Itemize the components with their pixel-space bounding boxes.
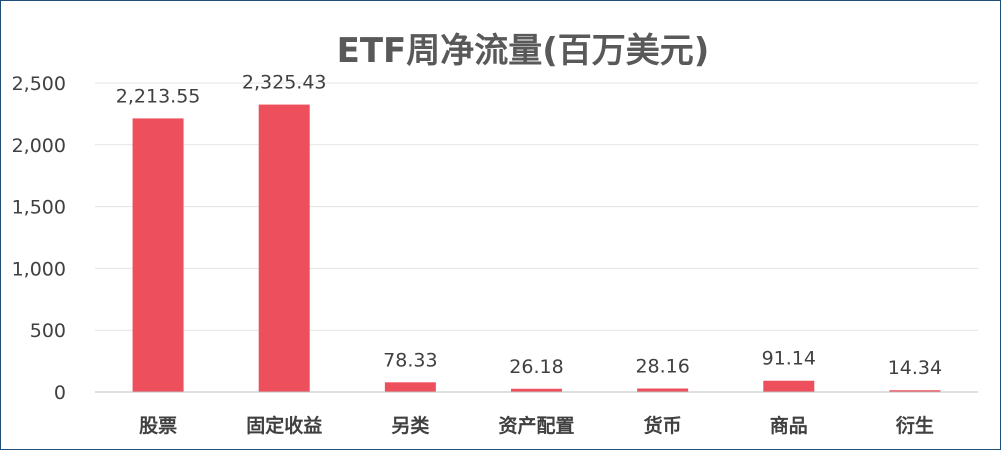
data-label: 2,325.43 [242,72,327,94]
bar [132,118,184,393]
y-tick-label: 500 [30,320,66,342]
y-tick-label: 1,500 [12,197,66,219]
x-tick-label: 固定收益 [246,414,322,437]
data-label: 78.33 [383,349,437,371]
y-tick-label: 1,000 [12,258,66,280]
data-labels: 2,213.55 2,325.43 78.33 26.18 28.16 91.14 14.3… [116,72,942,380]
y-axis-tick-labels: 0 500 1,000 1,500 2,000 2,500 [12,73,66,404]
data-label: 26.18 [509,356,563,378]
bar [889,390,941,392]
data-label: 2,213.55 [116,85,201,107]
data-label: 28.16 [635,356,689,378]
bar [511,388,562,392]
chart-title: ETF周净流量(百万美元) [337,31,710,71]
x-tick-label: 商品 [770,414,808,437]
x-tick-label: 衍生 [895,414,934,437]
y-tick-label: 2,500 [12,73,66,95]
data-label: 91.14 [762,348,816,370]
x-tick-label: 股票 [139,415,177,437]
x-tick-label: 资产配置 [498,414,574,437]
bar [763,380,815,392]
bars [132,104,941,393]
gridlines [95,82,978,331]
x-axis-tick-labels: 股票 固定收益 另类 资产配置 货币 商品 衍生 [139,414,934,437]
y-tick-label: 0 [54,382,66,404]
bar [258,104,310,393]
bar [384,382,436,392]
x-tick-label: 货币 [644,414,682,437]
bar [637,388,689,392]
data-label: 14.34 [888,357,942,379]
y-tick-label: 2,000 [12,135,66,157]
x-tick-label: 另类 [391,414,429,437]
